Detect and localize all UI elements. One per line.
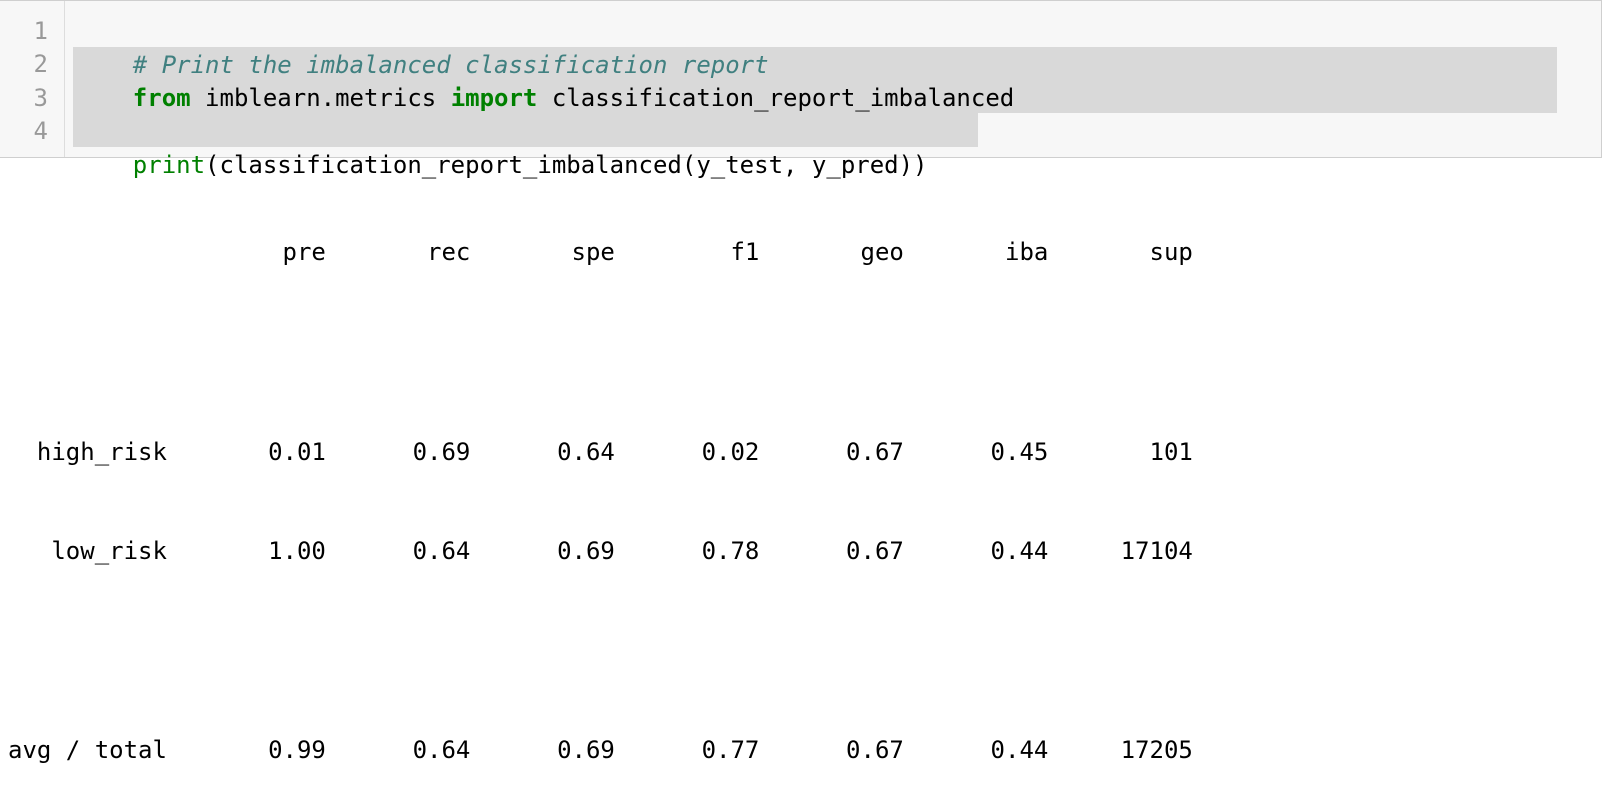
code-cell[interactable]: 1 2 3 4 # Print the imbalanced classific… (0, 0, 1602, 179)
line-number: 4 (33, 117, 48, 145)
line-number: 2 (33, 50, 48, 78)
cell-output: pre rec spe f1 geo iba sup high_risk 0.0… (8, 170, 1193, 801)
report-row-high-risk: high_risk 0.01 0.69 0.64 0.02 0.67 0.45 … (8, 437, 1193, 466)
report-blank-row (8, 635, 1193, 668)
report-header-row: pre rec spe f1 geo iba sup (8, 238, 1193, 267)
builtin-print: print (132, 151, 206, 179)
print-arguments: (classification_report_imbalanced(y_test… (205, 151, 928, 179)
line-number: 1 (33, 17, 48, 45)
line-number: 3 (33, 84, 48, 112)
keyword-import: import (450, 84, 538, 112)
module-name: imblearn.metrics (190, 84, 451, 112)
imported-name: classification_report_imbalanced (537, 84, 1015, 112)
text-selection (73, 47, 1557, 113)
keyword-from: from (132, 84, 191, 112)
code-line-1[interactable]: # Print the imbalanced classification re… (75, 14, 769, 79)
line-number-gutter: 1 2 3 4 (0, 1, 65, 157)
code-line-4[interactable]: print(classification_report_imbalanced(y… (75, 114, 928, 179)
code-line-2[interactable]: from imblearn.metrics import classificat… (75, 47, 1014, 112)
code-comment: # Print the imbalanced classification re… (132, 51, 769, 79)
report-row-avg-total: avg / total 0.99 0.64 0.69 0.77 0.67 0.4… (8, 736, 1193, 765)
report-row-low-risk: low_risk 1.00 0.64 0.69 0.78 0.67 0.44 1… (8, 537, 1193, 566)
report-blank-row (8, 336, 1193, 369)
text-selection (73, 113, 978, 147)
